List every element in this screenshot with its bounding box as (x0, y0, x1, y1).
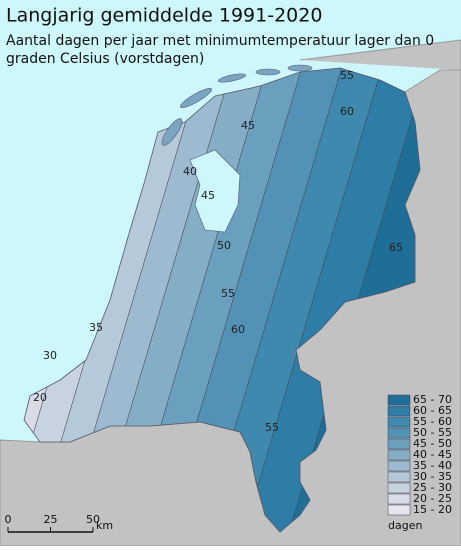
subtitle: graden Celsius (vorstdagen) (6, 51, 204, 67)
legend-swatch (387, 493, 411, 505)
legend-label: 55 - 60 (413, 415, 452, 428)
country-outline (23, 67, 421, 533)
contour-label: 55 (340, 69, 354, 82)
scale-unit: km (96, 519, 113, 532)
legend-label: 40 - 45 (413, 448, 452, 461)
ijsselmeer (189, 149, 241, 233)
climate-band (199, 68, 391, 532)
legend-swatch (387, 471, 411, 483)
legend-label: 45 - 50 (413, 437, 452, 450)
climate-band (124, 68, 311, 532)
legend-swatch (387, 416, 411, 428)
contour-label: 55 (265, 421, 279, 434)
climate-band (159, 68, 351, 532)
legend-swatch (387, 405, 411, 417)
contour-label: 55 (221, 287, 235, 300)
climate-band (239, 68, 420, 532)
legend-label: 50 - 55 (413, 426, 452, 439)
contour-label: 20 (33, 391, 47, 404)
legend-label: 35 - 40 (413, 459, 452, 472)
legend-swatch (387, 438, 411, 450)
legend-label: 15 - 20 (413, 503, 452, 516)
contour-label: 45 (201, 189, 215, 202)
legend-title: dagen (388, 519, 422, 532)
subtitle: Aantal dagen per jaar met minimumtempera… (6, 33, 434, 49)
legend-swatch (387, 482, 411, 494)
climate-band (29, 68, 211, 532)
contour-label: 60 (340, 105, 354, 118)
legend-swatch (387, 460, 411, 472)
contour-label: 50 (217, 239, 231, 252)
contour-label: 40 (183, 165, 197, 178)
scale-label: 0 (5, 513, 12, 526)
wadden-islands (161, 64, 313, 146)
legend-label: 20 - 25 (413, 492, 452, 505)
legend-swatch (387, 394, 411, 406)
title: Langjarig gemiddelde 1991-2020 (6, 5, 322, 27)
legend-label: 25 - 30 (413, 481, 452, 494)
legend-label: 30 - 35 (413, 470, 452, 483)
contour-label: 45 (241, 119, 255, 132)
contour-label: 65 (389, 241, 403, 254)
contour-label: 60 (231, 323, 245, 336)
scale-label: 25 (44, 513, 58, 526)
contour-label: 35 (89, 321, 103, 334)
legend-swatch (387, 504, 411, 516)
contour-label: 30 (43, 349, 57, 362)
legend-label: 65 - 70 (413, 393, 452, 406)
legend-swatch (387, 449, 411, 461)
legend-label: 60 - 65 (413, 404, 452, 417)
scale-label: 50 (86, 513, 100, 526)
contour-labels: 20 30 35 40 45 45 50 55 60 65 55 60 55 (33, 69, 403, 434)
legend-swatch (387, 427, 411, 439)
